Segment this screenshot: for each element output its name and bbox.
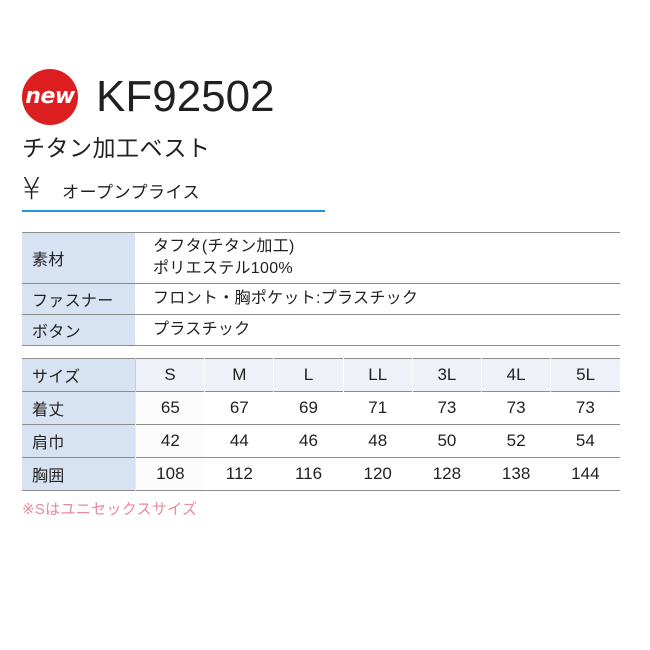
product-name: チタン加工ベスト [22,135,211,161]
size-cell-shoulder-l: 46 [273,424,344,458]
size-cell-chest-s: 108 [134,457,205,491]
product-header: new KF92502 チタン加工ベスト ¥ オープンプライス [22,68,622,205]
table-row: ボタン プラスチック [22,314,620,346]
materials-value-line-1: タフタ(チタン加工) [153,238,295,256]
size-cell-length-s: 65 [134,391,205,425]
title-row: new KF92502 [22,68,622,126]
size-header-5l: 5L [550,358,620,392]
size-cell-chest-ll: 120 [343,457,413,491]
materials-table: 素材 タフタ(チタン加工) ポリエステル100% ファスナー フロント・胸ポケッ… [22,232,620,346]
size-cell-shoulder-4l: 52 [481,424,551,458]
product-code: KF92502 [96,72,275,121]
size-header-label: サイズ [22,358,136,392]
table-row: 胸囲 108 112 116 120 128 138 144 [22,457,620,491]
size-header-l: L [273,358,344,392]
materials-label-fastener: ファスナー [22,283,135,315]
new-badge: new [22,69,78,125]
price-text: オープンプライス [62,182,200,202]
size-cell-shoulder-3l: 50 [412,424,482,458]
size-cell-chest-3l: 128 [412,457,482,491]
yen-icon: ¥ [22,172,42,208]
size-footnote: ※Sはユニセックスサイズ [22,501,198,518]
price-row: ¥ オープンプライス [22,175,622,205]
size-cell-length-m: 67 [204,391,274,425]
size-cell-shoulder-m: 44 [204,424,274,458]
materials-value-line-2: ポリエステル100% [153,260,293,277]
table-row: 着丈 65 67 69 71 73 73 73 [22,391,620,425]
size-cell-chest-5l: 144 [550,457,620,491]
size-cell-chest-l: 116 [273,457,344,491]
size-cell-length-ll: 71 [343,391,413,425]
size-cell-length-l: 69 [273,391,344,425]
size-cell-length-4l: 73 [481,391,551,425]
size-row-label-shoulder: 肩巾 [22,424,136,458]
size-cell-chest-m: 112 [204,457,274,491]
size-table-header-row: サイズ S M L LL 3L 4L 5L [22,358,620,392]
size-header-ll: LL [342,358,413,392]
size-header-m: M [204,358,274,392]
size-cell-shoulder-s: 42 [134,424,205,458]
size-header-4l: 4L [481,358,551,392]
table-row: 素材 タフタ(チタン加工) ポリエステル100% [22,232,620,284]
size-table: サイズ S M L LL 3L 4L 5L 着丈 65 67 69 71 73 … [22,358,620,491]
size-cell-shoulder-ll: 48 [343,424,413,458]
size-cell-chest-4l: 138 [481,457,551,491]
materials-value-fastener: フロント・胸ポケット:プラスチック [153,290,419,308]
materials-label-button: ボタン [22,314,135,346]
size-row-label-chest: 胸囲 [22,457,136,491]
size-cell-length-5l: 73 [550,391,620,425]
size-row-label-length: 着丈 [22,391,136,425]
materials-value-button: プラスチック [153,321,251,339]
size-cell-shoulder-5l: 54 [550,424,620,458]
size-header-s: S [134,358,205,392]
materials-value-material: タフタ(チタン加工) ポリエステル100% [135,233,620,284]
materials-label-material: 素材 [22,232,135,284]
size-header-3l: 3L [411,358,482,392]
table-row: ファスナー フロント・胸ポケット:プラスチック [22,283,620,315]
blue-divider [22,210,325,212]
table-row: 肩巾 42 44 46 48 50 52 54 [22,424,620,458]
size-cell-length-3l: 73 [412,391,482,425]
